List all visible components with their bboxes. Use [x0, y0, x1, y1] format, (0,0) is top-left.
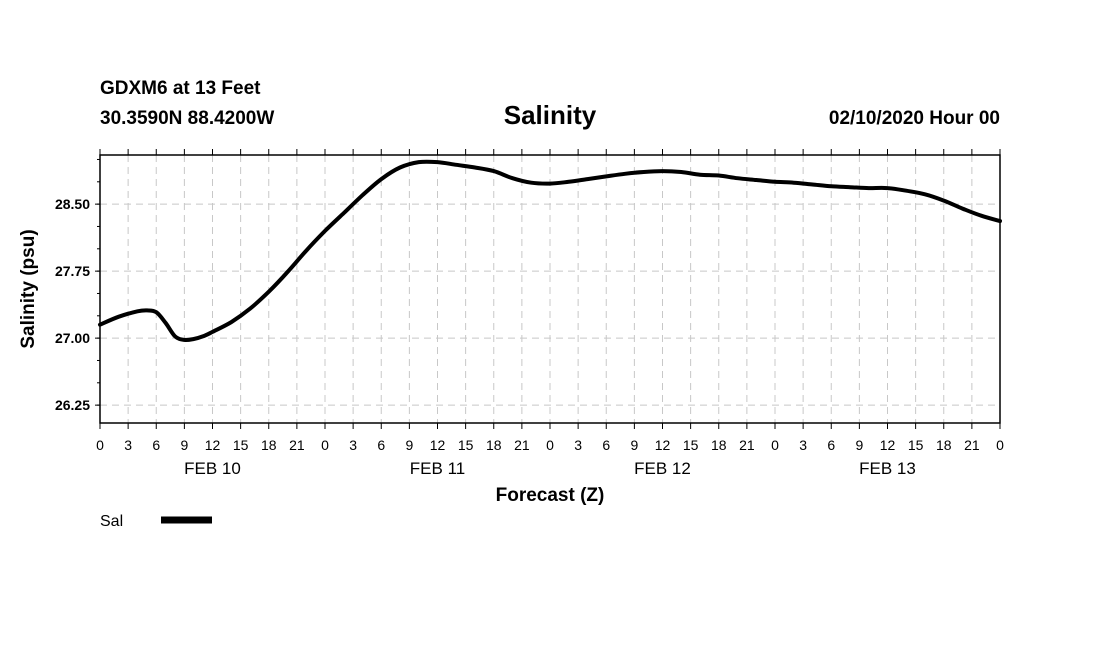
legend: Sal: [100, 513, 212, 530]
x-tick-label: 3: [124, 437, 132, 453]
x-tick-label: 6: [377, 437, 385, 453]
x-tick-label: 12: [880, 437, 896, 453]
x-tick-label: 0: [321, 437, 329, 453]
y-tick-label: 27.00: [55, 330, 90, 346]
x-tick-label: 21: [514, 437, 530, 453]
day-labels: FEB 10 FEB 11 FEB 12 FEB 13: [184, 459, 916, 478]
datetime-label: 02/10/2020 Hour 00: [829, 108, 1000, 129]
x-tick-label: 9: [405, 437, 413, 453]
y-axis: 26.25 27.00 27.75 28.50: [55, 158, 100, 413]
x-tick-label: 21: [739, 437, 755, 453]
x-tick-label: 9: [855, 437, 863, 453]
x-tick-label: 18: [486, 437, 502, 453]
x-tick-label: 0: [771, 437, 779, 453]
chart-title: Salinity: [504, 100, 597, 130]
day-label: FEB 10: [184, 459, 241, 478]
x-tick-label: 15: [458, 437, 474, 453]
x-tick-label: 12: [430, 437, 446, 453]
x-tick-label: 15: [683, 437, 699, 453]
station-label: GDXM6 at 13 Feet: [100, 78, 261, 99]
day-label: FEB 13: [859, 459, 916, 478]
x-tick-label: 12: [655, 437, 671, 453]
x-tick-label: 9: [630, 437, 638, 453]
y-tick-label: 27.75: [55, 263, 90, 279]
day-label: FEB 12: [634, 459, 691, 478]
x-tick-label: 9: [180, 437, 188, 453]
x-tick-label: 18: [711, 437, 727, 453]
x-axis: 0 3 6 9 12 15 18 21 0 3 6 9 12 15 18 21 0 3 6 9 12 15 18 21 0 3 6 9…: [96, 149, 1004, 453]
x-tick-label: 18: [936, 437, 952, 453]
x-tick-label: 18: [261, 437, 277, 453]
x-tick-label: 0: [996, 437, 1004, 453]
y-axis-title: Salinity (psu): [18, 229, 39, 348]
grid-lines: [100, 155, 1000, 423]
x-tick-label: 3: [799, 437, 807, 453]
series-line-sal: [98, 159, 1002, 343]
x-tick-label: 6: [602, 437, 610, 453]
series-layer: [98, 159, 1002, 343]
coords-label: 30.3590N 88.4200W: [100, 108, 274, 129]
x-tick-label: 6: [827, 437, 835, 453]
x-tick-label: 15: [233, 437, 249, 453]
x-tick-label: 21: [964, 437, 980, 453]
y-tick-label: 26.25: [55, 397, 90, 413]
x-tick-label: 12: [205, 437, 221, 453]
legend-label-sal: Sal: [100, 513, 123, 530]
x-tick-label: 3: [349, 437, 357, 453]
x-tick-label: 0: [96, 437, 104, 453]
x-tick-label: 15: [908, 437, 924, 453]
y-tick-label: 28.50: [55, 196, 90, 212]
x-tick-label: 3: [574, 437, 582, 453]
x-tick-label: 21: [289, 437, 305, 453]
x-tick-label: 6: [152, 437, 160, 453]
day-label: FEB 11: [410, 459, 465, 478]
x-axis-title: Forecast (Z): [496, 485, 605, 506]
x-tick-label: 0: [546, 437, 554, 453]
